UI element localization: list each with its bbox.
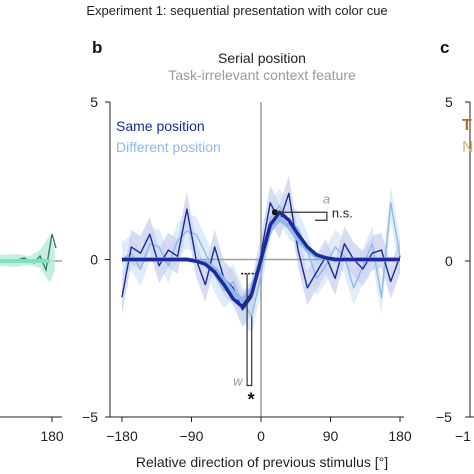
panel-b-subtitle: Task-irrelevant context feature [168,67,356,83]
y-tick-label: 5 [90,94,98,110]
series-different-position-line [121,202,401,317]
x-tick-label: −90 [180,428,204,444]
ns-label: n.s. [332,205,353,220]
legend-same-position: Same position [116,118,205,134]
y-tick-label: 0 [90,252,98,268]
panel-c-legend-partial-2: N [462,139,474,156]
panel-c-legend-partial-1: T [462,117,472,134]
x-tick-label: 180 [388,428,412,444]
left-panel-x-tick-label: 180 [40,428,64,444]
experiment-title: Experiment 1: sequential presentation wi… [86,3,387,18]
x-tick-label: 90 [323,428,339,444]
ns-bracket [274,211,328,221]
a-label: a [323,191,330,206]
left-panel-partial: 180 [0,233,64,444]
panel-c-x-tick-label-partial: −1 [455,428,471,444]
fit-same-position-line [122,210,400,309]
panel-letter-b: b [92,38,102,57]
x-axis-label: Relative direction of previous stimulus … [136,454,388,470]
panel-c-y-tick-label-5: 5 [445,94,453,110]
w-bracket [246,273,253,387]
panel-letter-c: c [440,38,449,57]
panel-c-y-tick-label-0: 0 [445,253,453,269]
panel-c-partial: c 5 0 −5 −1 T N [436,38,474,444]
panel-b-title: Serial position [218,50,306,66]
x-tick-label: −180 [106,428,138,444]
x-tick-label: 0 [257,428,265,444]
y-tick-label: −5 [82,409,98,425]
w-label: w [233,374,244,389]
legend-different-position: Different position [116,139,221,155]
significance-star: * [248,390,255,410]
panel-c-y-tick-label-neg5: −5 [436,409,452,425]
